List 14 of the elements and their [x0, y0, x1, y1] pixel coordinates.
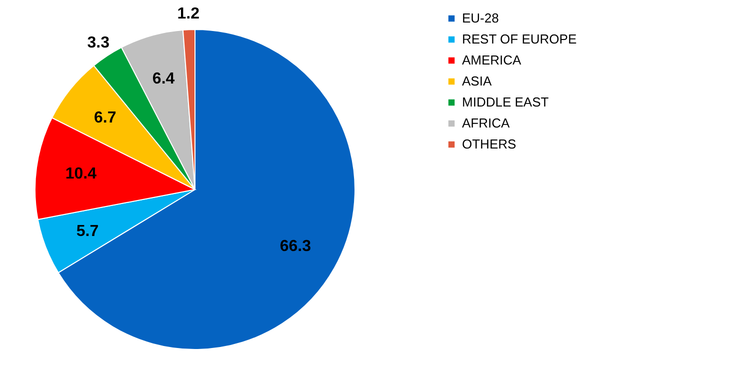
- legend-label: REST OF EUROPE: [462, 32, 577, 46]
- legend-label: ASIA: [462, 74, 492, 88]
- legend-label: AFRICA: [462, 116, 510, 130]
- data-label: 3.3: [87, 34, 110, 52]
- data-label: 5.7: [76, 222, 99, 240]
- legend-label: MIDDLE EAST: [462, 94, 549, 110]
- legend-label: AMERICA: [462, 52, 522, 68]
- data-label: 1.2: [177, 6, 200, 23]
- data-label: 10.4: [65, 166, 97, 183]
- data-label: 6.7: [94, 109, 116, 126]
- legend-label: EU-28: [462, 10, 499, 26]
- data-label: 6.4: [152, 70, 175, 88]
- legend-label: OTHERS: [462, 136, 516, 152]
- data-label: 66.3: [280, 238, 312, 255]
